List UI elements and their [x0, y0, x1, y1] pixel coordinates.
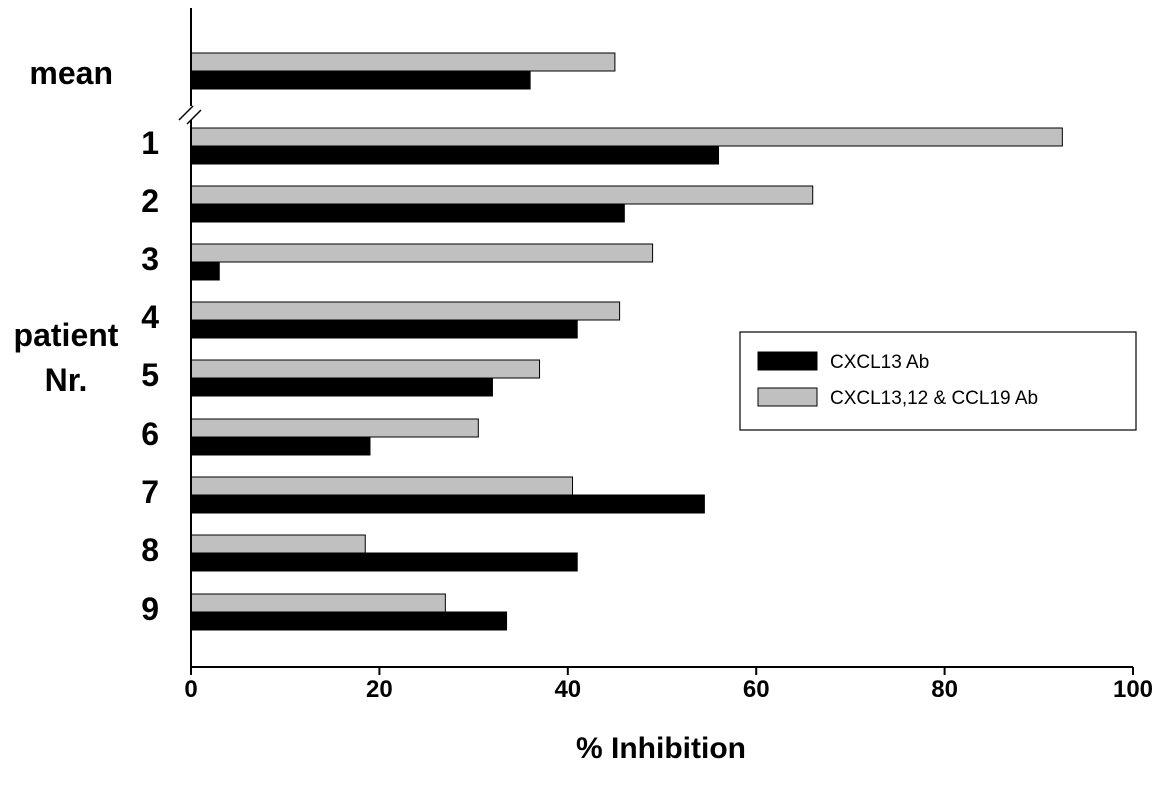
y-axis-label-line2: Nr.	[45, 362, 88, 398]
bar-cxcl13-8	[190, 552, 578, 572]
bar-combo-9	[190, 593, 446, 613]
legend-label-combo: CXCL13,12 & CCL19 Ab	[830, 388, 1038, 409]
axis-break-mark	[186, 109, 202, 125]
x-tick-label-60: 60	[743, 676, 770, 703]
x-tick-label-20: 20	[366, 676, 393, 703]
bars	[190, 52, 1063, 631]
x-tick-label-40: 40	[554, 676, 581, 703]
axes	[178, 8, 1133, 668]
category-label-4: 4	[141, 299, 159, 335]
bar-combo-2	[190, 185, 814, 205]
category-label-7: 7	[141, 474, 159, 510]
bar-cxcl13-2	[190, 203, 625, 223]
legend-label-cxcl13: CXCL13 Ab	[830, 352, 929, 373]
bar-cxcl13-5	[190, 377, 493, 397]
bar-combo-6	[190, 418, 479, 438]
y-axis-label-line1: patient	[14, 317, 119, 353]
category-label-mean: mean	[29, 55, 113, 91]
axis-break-mark	[178, 105, 194, 121]
category-labels: mean 1 2 3 4 5 6 7 8 9	[29, 55, 159, 627]
x-ticks: 0 20 40 60 80 100	[184, 667, 1153, 703]
bar-cxcl13-9	[190, 611, 508, 631]
category-label-9: 9	[141, 591, 159, 627]
category-label-2: 2	[141, 183, 159, 219]
bar-combo-5	[190, 359, 541, 379]
bar-combo-4	[190, 301, 621, 321]
axis-break-gap	[179, 106, 203, 120]
bar-combo-3	[190, 243, 654, 263]
bar-cxcl13-7	[190, 494, 705, 514]
category-label-8: 8	[141, 532, 159, 568]
bar-cxcl13-1	[190, 145, 720, 165]
category-label-3: 3	[141, 241, 159, 277]
category-label-6: 6	[141, 416, 159, 452]
legend-swatch-cxcl13	[757, 351, 818, 371]
legend-box	[739, 331, 1137, 431]
x-axis-label: % Inhibition	[576, 732, 746, 765]
bar-combo-8	[190, 534, 366, 554]
x-tick-label-100: 100	[1113, 676, 1153, 703]
bar-cxcl13-4	[190, 319, 578, 339]
x-tick-label-80: 80	[931, 676, 958, 703]
legend: CXCL13 Ab CXCL13,12 & CCL19 Ab	[739, 331, 1137, 431]
bar-cxcl13-3	[190, 261, 220, 281]
category-label-5: 5	[141, 357, 159, 393]
bar-combo-7	[190, 476, 574, 496]
bar-cxcl13-mean	[190, 70, 531, 90]
bar-cxcl13-6	[190, 436, 371, 456]
bar-combo-mean	[190, 52, 616, 72]
category-label-1: 1	[141, 125, 159, 161]
legend-swatch-combo	[757, 387, 818, 407]
bar-combo-1	[190, 127, 1063, 147]
x-tick-label-0: 0	[184, 676, 197, 703]
